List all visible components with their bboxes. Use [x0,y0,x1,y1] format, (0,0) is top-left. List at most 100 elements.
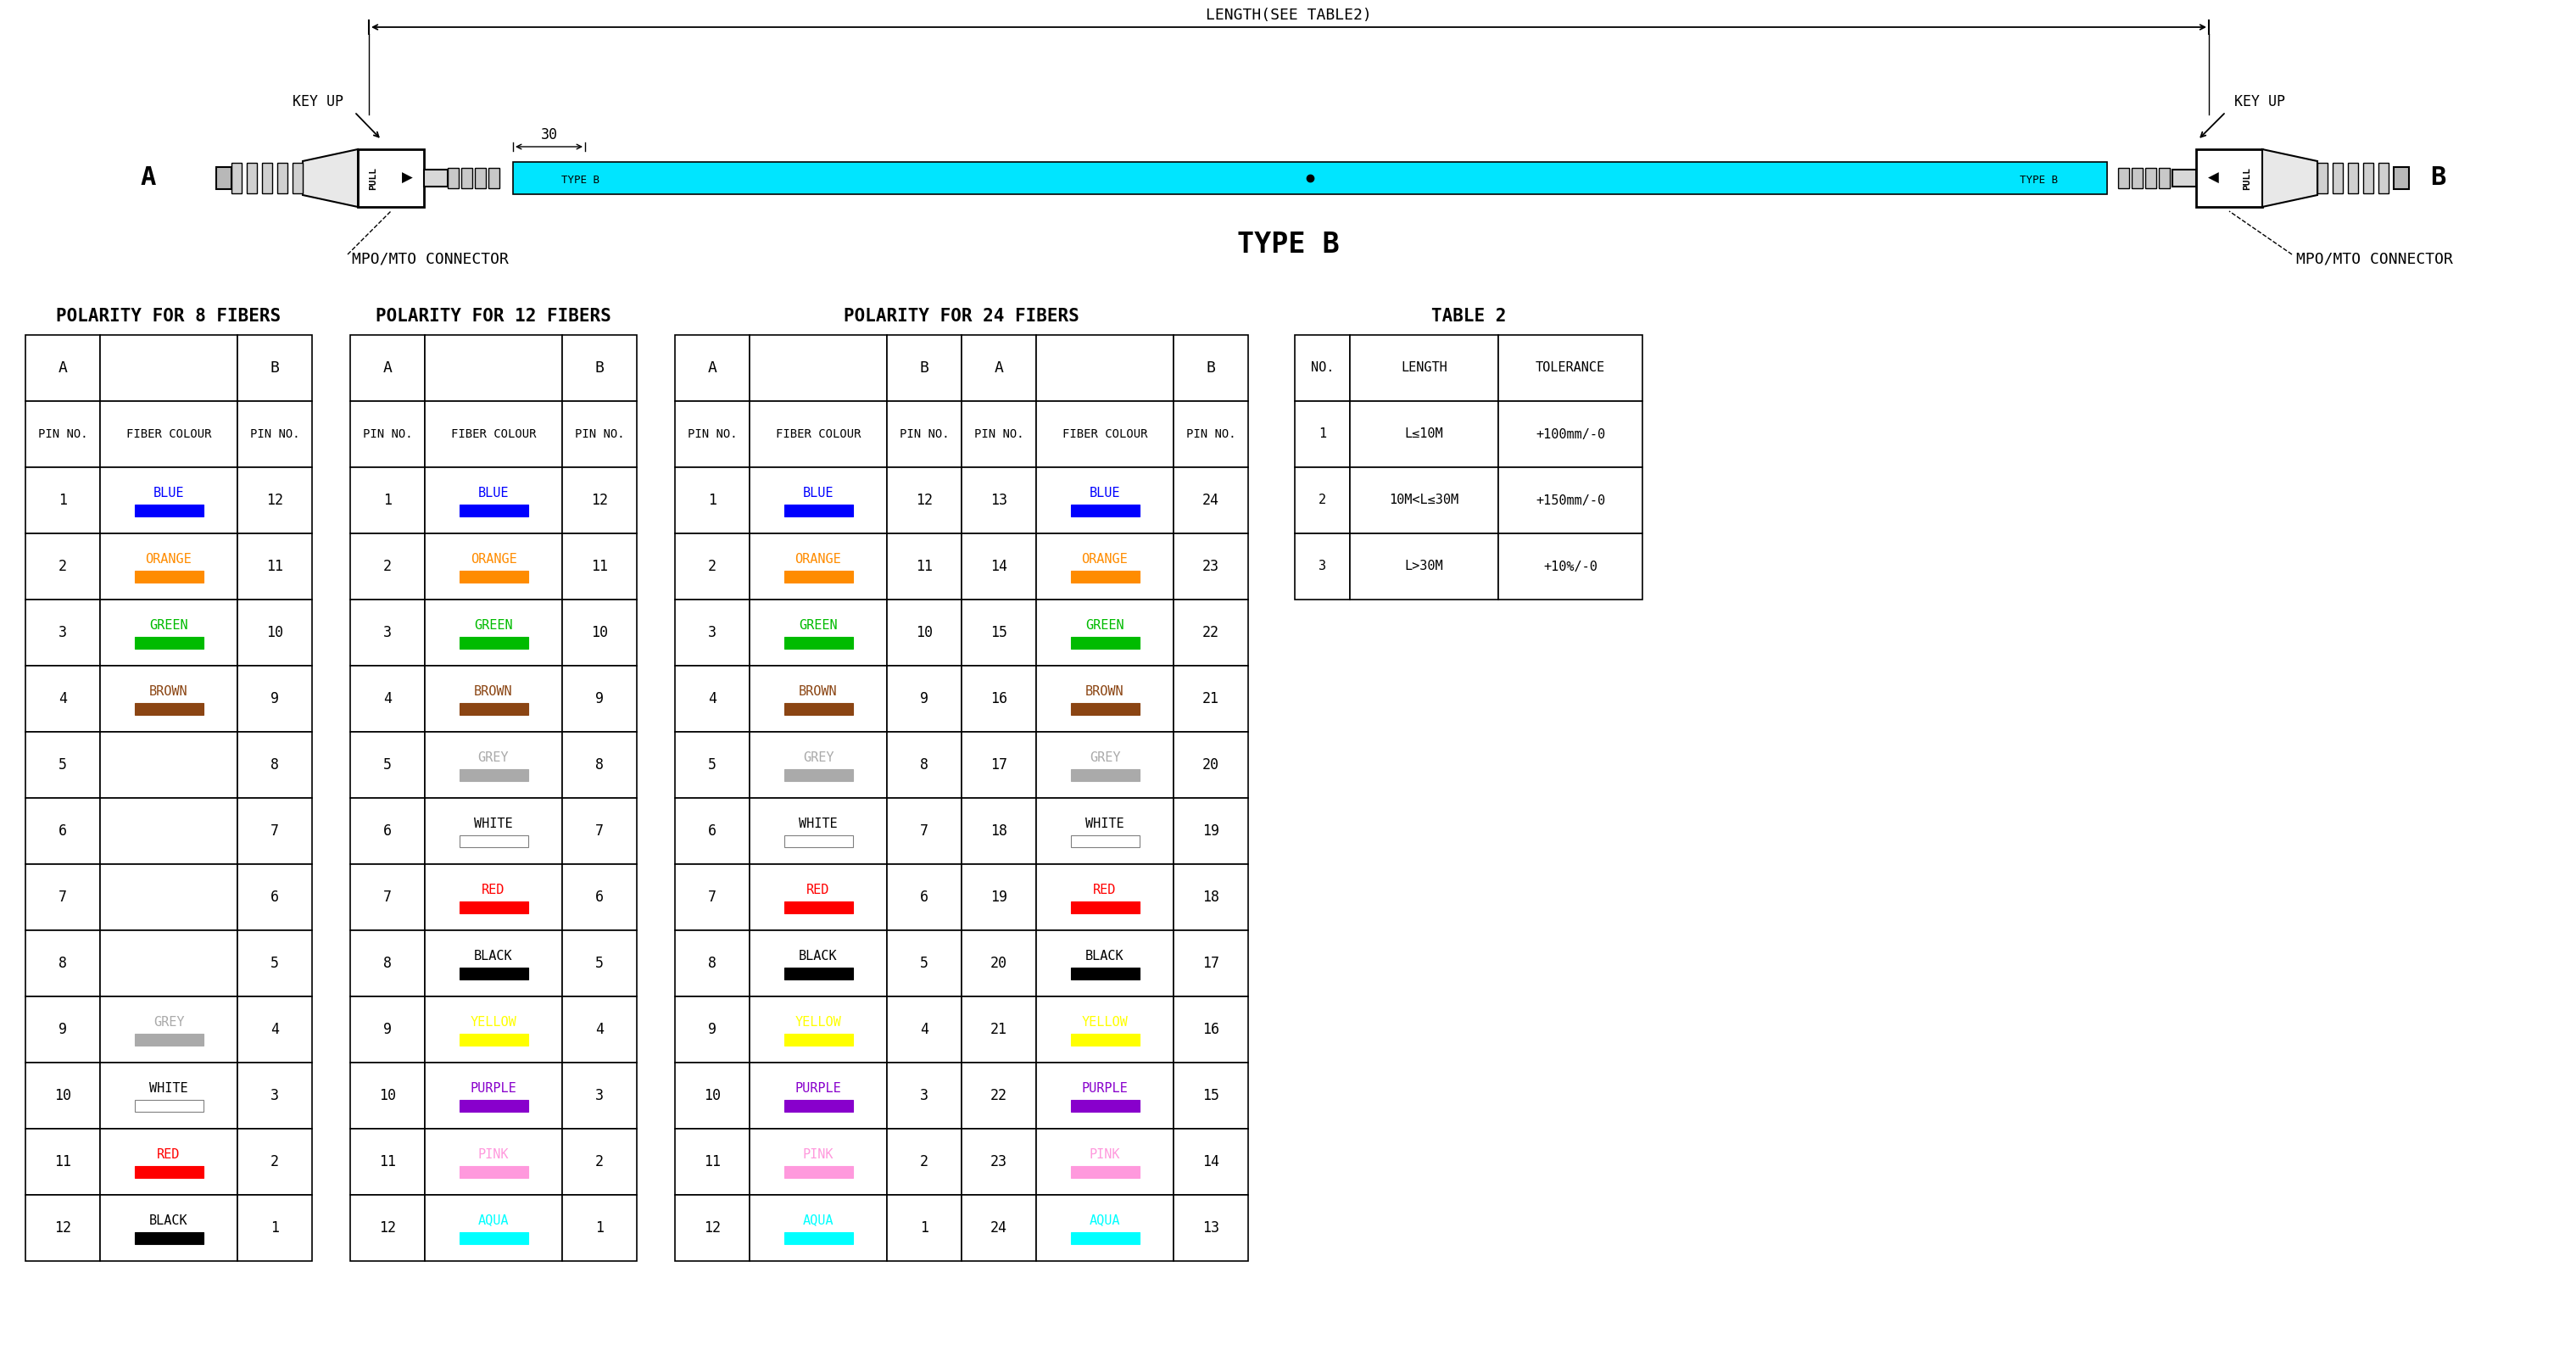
Bar [1175,864,1249,930]
Text: 19: 19 [1203,823,1218,839]
Bar [237,864,312,930]
Bar [237,599,312,666]
Bar [961,1195,1036,1261]
Bar [448,168,459,188]
Bar [886,1128,961,1195]
Text: MPO/MTO CONNECTOR: MPO/MTO CONNECTOR [2295,251,2452,266]
Text: FIBER COLOUR: FIBER COLOUR [1061,428,1146,441]
Bar [237,335,312,401]
Text: GREEN: GREEN [799,618,837,632]
Bar [562,1195,636,1261]
Bar [100,1195,237,1261]
Bar [425,732,562,797]
Bar [134,1100,204,1112]
Bar [1175,599,1249,666]
Text: 10: 10 [703,1088,721,1104]
Text: +10%/-0: +10%/-0 [1543,560,1597,572]
Text: BROWN: BROWN [474,685,513,697]
Bar [26,666,100,732]
Text: 1: 1 [270,1220,278,1235]
Bar [1072,571,1139,583]
Text: 3: 3 [1319,560,1327,572]
Bar [675,335,750,401]
Text: 10: 10 [914,625,933,640]
Text: A: A [59,361,67,376]
Text: RED: RED [806,883,829,896]
Bar [350,335,425,401]
Bar [459,769,528,781]
Text: 6: 6 [920,890,927,904]
Bar [1175,533,1249,599]
Bar [26,997,100,1063]
Text: 18: 18 [1203,890,1218,904]
Bar [562,997,636,1063]
Bar [100,666,237,732]
Text: L>30M: L>30M [1404,560,1443,572]
Text: +150mm/-0: +150mm/-0 [1535,494,1605,507]
Bar [425,1128,562,1195]
Text: 21: 21 [989,1022,1007,1037]
Text: RED: RED [482,883,505,896]
Bar [1499,401,1643,468]
Text: 11: 11 [703,1154,721,1169]
Bar [1072,1100,1139,1112]
Bar [459,702,528,715]
Text: 3: 3 [708,625,716,640]
Bar [562,533,636,599]
Bar [425,797,562,864]
Bar [263,163,273,194]
Text: RED: RED [157,1147,180,1161]
Text: 24: 24 [989,1220,1007,1235]
Bar [1036,732,1175,797]
Bar [783,637,853,648]
Bar [750,1063,886,1128]
Text: 11: 11 [379,1154,397,1169]
Bar [886,666,961,732]
Text: 11: 11 [590,559,608,574]
Text: ◀: ◀ [2208,171,2218,186]
Text: BLACK: BLACK [799,949,837,963]
Text: 1: 1 [708,492,716,508]
Bar [216,167,232,188]
Bar [237,666,312,732]
Text: 8: 8 [708,956,716,971]
Text: A: A [142,165,157,190]
Bar [461,168,471,188]
Bar [425,468,562,533]
Bar [1036,666,1175,732]
Text: 8: 8 [920,757,927,773]
Bar [350,666,425,732]
Bar [886,599,961,666]
Bar [562,864,636,930]
Bar [783,902,853,914]
Bar [232,163,242,194]
Bar [1036,997,1175,1063]
Text: 12: 12 [914,492,933,508]
Bar [350,1195,425,1261]
Bar [459,637,528,648]
Text: AQUA: AQUA [479,1214,510,1227]
Bar [2197,149,2262,207]
Bar [675,797,750,864]
Bar [278,163,289,194]
Bar [2378,163,2388,194]
Bar [750,930,886,997]
Bar [100,1063,237,1128]
Bar [1072,769,1139,781]
Text: GREEN: GREEN [1084,618,1123,632]
Text: TYPE B: TYPE B [1236,231,1340,258]
Bar [350,1128,425,1195]
Bar [1499,335,1643,401]
Bar [1296,335,1350,401]
Text: 23: 23 [1203,559,1218,574]
Text: PIN NO.: PIN NO. [974,428,1023,441]
Text: 12: 12 [590,492,608,508]
Bar [1175,732,1249,797]
Bar [26,401,100,468]
Bar [100,335,237,401]
Text: PIN NO.: PIN NO. [899,428,948,441]
Text: 12: 12 [54,1220,72,1235]
Text: 3: 3 [270,1088,278,1104]
Bar [2347,163,2357,194]
Text: 7: 7 [384,890,392,904]
